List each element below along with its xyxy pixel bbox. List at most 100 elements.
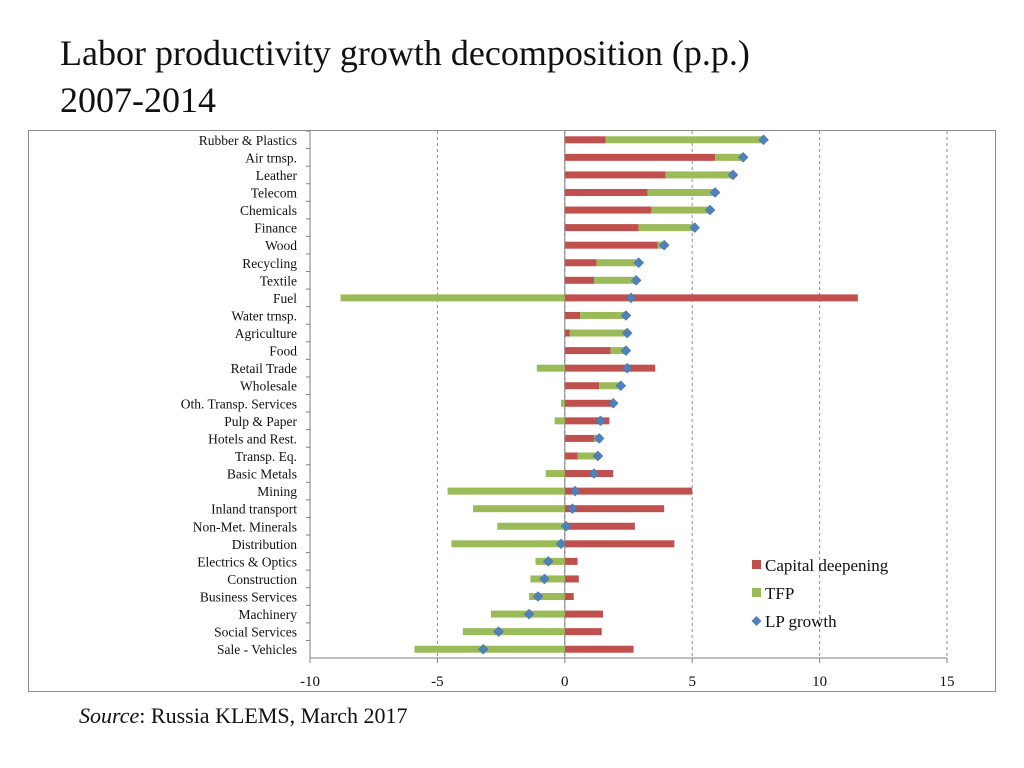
capital-bar-21 — [564, 505, 665, 513]
lp-marker-21 — [567, 503, 578, 515]
lp-marker-19 — [588, 468, 600, 479]
lp-marker-7 — [633, 257, 645, 269]
capital-bar-1 — [564, 153, 716, 161]
tfp-bar-0 — [605, 136, 764, 144]
category-label-18: Transp. Eq. — [235, 449, 297, 464]
category-label-17: Hotels and Rest. — [208, 431, 297, 446]
capital-bar-8 — [564, 276, 595, 284]
capital-bar-4 — [564, 206, 652, 214]
category-label-13: Retail Trade — [231, 361, 297, 376]
capital-bar-0 — [564, 136, 606, 144]
lp-marker-2 — [727, 169, 739, 181]
tfp-bar-21 — [473, 505, 565, 513]
lp-marker-12 — [620, 345, 632, 356]
capital-bar-14 — [564, 382, 600, 390]
chart-frame — [28, 130, 996, 692]
category-label-29: Sale - Vehicles — [217, 642, 297, 657]
capital-bar-23 — [564, 540, 675, 548]
category-label-22: Non-Met. Minerals — [193, 519, 297, 534]
category-label-23: Distribution — [232, 537, 298, 552]
lp-marker-14 — [615, 380, 627, 392]
capital-bar-17 — [564, 434, 595, 442]
x-tick-label-4: 10 — [812, 674, 827, 690]
tfp-bar-4 — [651, 206, 711, 214]
lp-marker-25 — [539, 573, 550, 585]
category-label-4: Chemicals — [240, 203, 297, 218]
lp-marker-28 — [493, 626, 504, 638]
tfp-bar-19 — [545, 470, 565, 478]
capital-bar-15 — [564, 399, 614, 407]
lp-marker-8 — [630, 274, 642, 286]
capital-bar-9 — [564, 294, 858, 302]
capital-bar-28 — [564, 628, 602, 636]
category-label-19: Basic Metals — [227, 467, 297, 482]
legend-lp-swatch — [751, 616, 762, 626]
lp-marker-23 — [555, 538, 567, 550]
x-tick-label-2: 0 — [561, 674, 569, 690]
lp-marker-26 — [532, 591, 544, 602]
lp-marker-11 — [621, 327, 633, 339]
category-label-14: Wholesale — [240, 379, 297, 394]
tfp-bar-9 — [340, 294, 565, 302]
x-tick-label-1: -5 — [431, 674, 444, 690]
tfp-bar-22 — [497, 522, 565, 530]
lp-marker-9 — [625, 292, 637, 304]
capital-bar-18 — [564, 452, 578, 460]
legend-label-1: TFP — [765, 584, 794, 603]
lp-marker-0 — [758, 134, 769, 146]
lp-marker-24 — [542, 556, 554, 567]
category-label-27: Machinery — [239, 607, 298, 622]
source-text: : Russia KLEMS, March 2017 — [139, 703, 408, 728]
tfp-bar-2 — [665, 171, 735, 179]
tfp-bar-18 — [577, 452, 598, 460]
capital-bar-22 — [564, 522, 635, 530]
category-label-2: Leather — [256, 168, 298, 183]
legend-capital-swatch — [752, 560, 761, 569]
legend-label-0: Capital deepening — [765, 556, 889, 575]
category-label-16: Pulp & Paper — [224, 414, 297, 429]
legend-label-2: LP growth — [765, 612, 837, 631]
category-label-8: Textile — [260, 273, 297, 288]
capital-bar-16 — [564, 417, 610, 425]
tfp-bar-20 — [447, 487, 565, 495]
capital-bar-2 — [564, 171, 666, 179]
category-label-3: Telecom — [251, 185, 298, 200]
category-label-28: Social Services — [214, 625, 297, 640]
category-label-25: Construction — [227, 572, 297, 587]
tfp-bar-10 — [580, 311, 628, 319]
category-label-20: Mining — [257, 484, 297, 499]
lp-marker-29 — [477, 643, 489, 655]
tfp-bar-28 — [462, 628, 565, 636]
category-label-24: Electrics & Optics — [197, 554, 297, 569]
lp-marker-20 — [569, 485, 581, 497]
tfp-bar-16 — [554, 417, 565, 425]
tfp-bar-13 — [536, 364, 565, 372]
category-label-0: Rubber & Plastics — [199, 133, 297, 148]
slide-title-line1: Labor productivity growth decomposition … — [60, 33, 750, 73]
x-tick-label-0: -10 — [300, 674, 320, 690]
capital-bar-12 — [564, 347, 611, 355]
lp-marker-4 — [704, 204, 716, 216]
capital-bar-27 — [564, 610, 604, 618]
slide-title: Labor productivity growth decomposition … — [60, 30, 1000, 124]
tfp-bar-11 — [569, 329, 628, 337]
lp-marker-6 — [658, 239, 670, 251]
lp-marker-17 — [593, 433, 605, 444]
slide-title-line2: 2007-2014 — [60, 80, 216, 120]
category-label-10: Water trnsp. — [231, 308, 297, 323]
tfp-bar-29 — [414, 645, 565, 653]
source-note: Source: Russia KLEMS, March 2017 — [79, 703, 408, 729]
lp-marker-1 — [737, 151, 749, 163]
category-label-9: Fuel — [273, 291, 297, 306]
lp-marker-10 — [620, 310, 632, 321]
x-tick-label-3: 5 — [688, 674, 696, 690]
category-label-15: Oth. Transp. Services — [181, 396, 297, 411]
lp-marker-3 — [709, 187, 721, 198]
tfp-bar-1 — [715, 153, 744, 161]
tfp-bar-5 — [638, 224, 695, 232]
category-label-6: Wood — [265, 238, 297, 253]
category-label-7: Recycling — [242, 256, 297, 271]
capital-bar-24 — [564, 557, 578, 565]
category-label-1: Air trnsp. — [245, 150, 297, 165]
category-label-5: Finance — [254, 221, 297, 236]
